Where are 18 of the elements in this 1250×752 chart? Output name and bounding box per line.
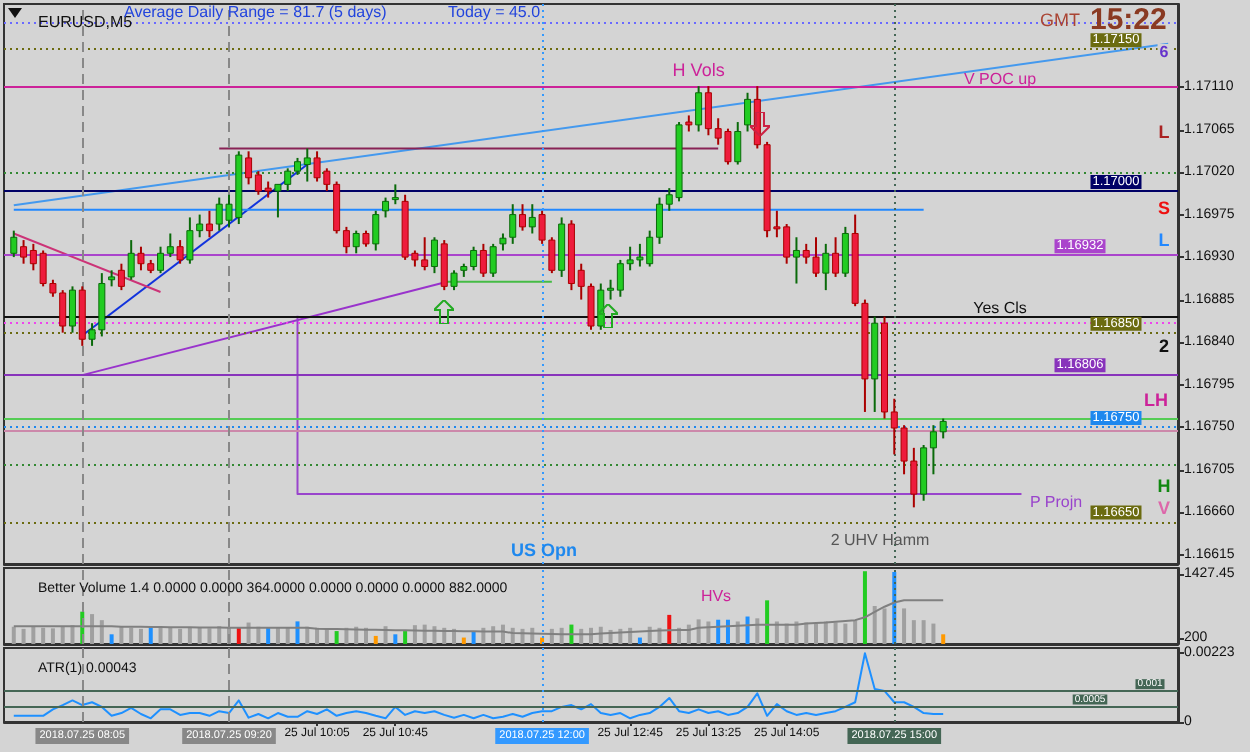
- annotation: LH: [1144, 390, 1168, 410]
- annotation: 2 UHV Hamm: [830, 531, 931, 549]
- annotation: Today = 45.0: [448, 3, 542, 21]
- annotation: L: [1158, 122, 1171, 142]
- ref-line-label: Yes Cls: [973, 298, 1027, 317]
- annotation: US Opn: [511, 540, 577, 560]
- annotation: 6: [1159, 43, 1170, 61]
- annotation: 15:22: [1090, 3, 1167, 37]
- annotation: S: [1157, 198, 1171, 218]
- annotation: H: [1157, 476, 1171, 496]
- annotation: V: [1157, 498, 1171, 518]
- annotation: GMT: [1040, 10, 1081, 30]
- annotation: 2: [1158, 336, 1170, 356]
- ref-line-label: V POC up: [963, 70, 1038, 89]
- annotation: P Projn: [1029, 493, 1083, 511]
- annotation: HVs: [700, 587, 732, 605]
- annotation: L: [1158, 230, 1171, 250]
- annotation: H Vols: [672, 60, 726, 81]
